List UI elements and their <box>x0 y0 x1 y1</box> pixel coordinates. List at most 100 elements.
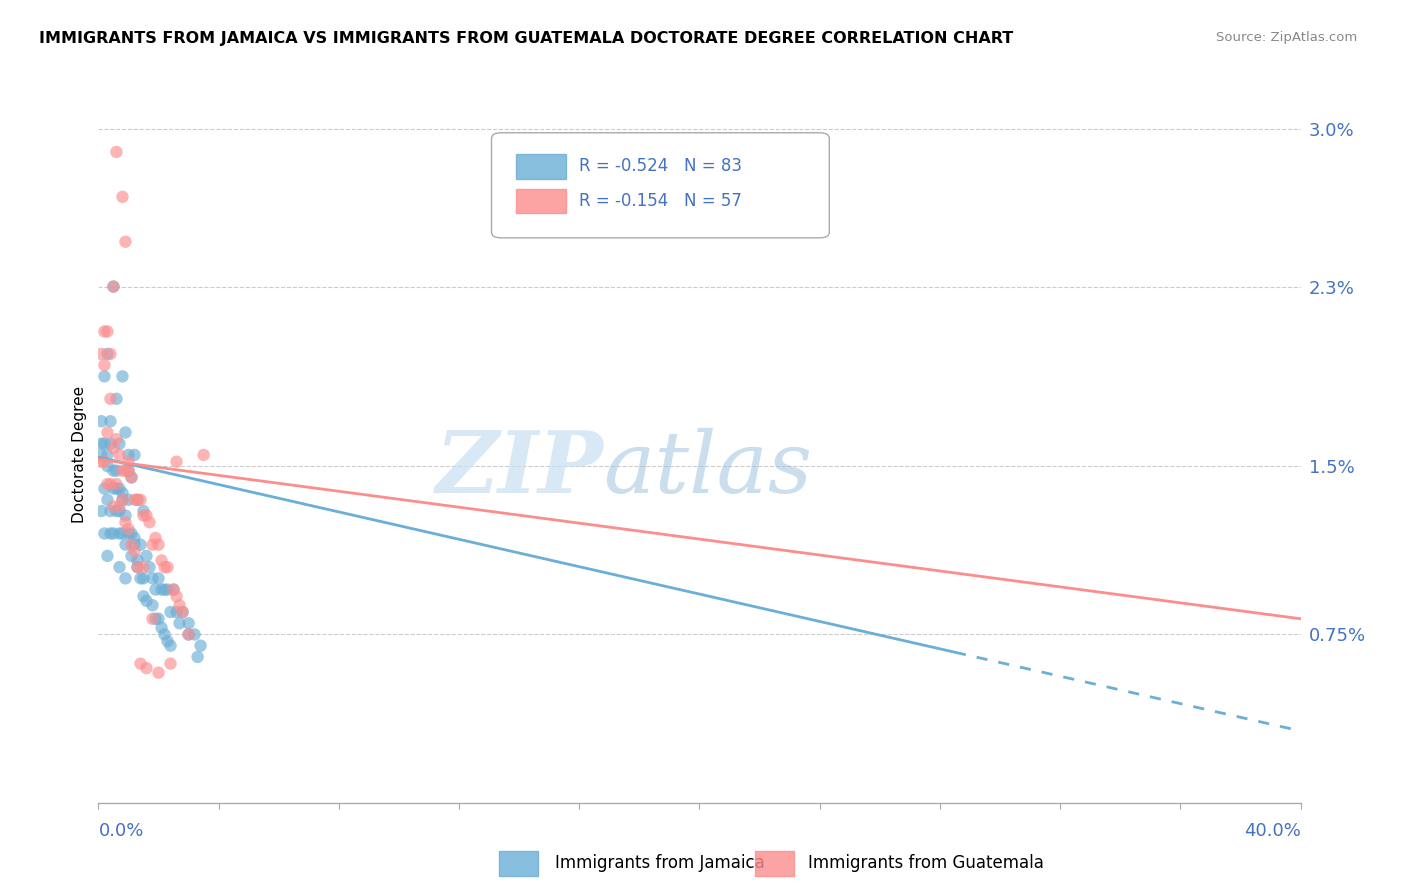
Point <box>150 621 173 635</box>
Point <box>105 477 128 491</box>
Point <box>132 504 155 518</box>
Point <box>132 590 155 604</box>
Point <box>117 492 139 507</box>
Point <box>103 526 125 541</box>
Point <box>111 190 134 204</box>
Point <box>100 436 122 450</box>
Point <box>100 526 122 541</box>
Point <box>117 455 139 469</box>
Text: atlas: atlas <box>603 427 813 510</box>
Point <box>96 425 118 440</box>
Point <box>187 649 209 664</box>
Point <box>169 599 191 613</box>
Point <box>111 526 134 541</box>
Point <box>124 531 146 545</box>
Point <box>100 392 122 406</box>
Text: Source: ZipAtlas.com: Source: ZipAtlas.com <box>1216 31 1357 45</box>
Y-axis label: Doctorate Degree: Doctorate Degree <box>72 386 87 524</box>
Point <box>96 325 118 339</box>
Point <box>127 492 149 507</box>
Point <box>159 605 181 619</box>
Text: 0.0%: 0.0% <box>98 822 143 840</box>
Point <box>138 515 160 529</box>
Point <box>132 508 155 523</box>
Point <box>108 436 131 450</box>
Point <box>114 508 136 523</box>
Point <box>183 627 205 641</box>
Point <box>153 582 176 597</box>
Point <box>121 470 143 484</box>
Point <box>100 414 122 428</box>
Point <box>148 538 170 552</box>
Point <box>114 515 136 529</box>
Point <box>90 414 112 428</box>
Point <box>90 347 112 361</box>
Point <box>141 612 163 626</box>
Point <box>121 549 143 563</box>
Point <box>90 436 112 450</box>
Point <box>114 464 136 478</box>
Point <box>114 571 136 585</box>
Point <box>121 538 143 552</box>
Point <box>117 526 139 541</box>
Point <box>177 627 200 641</box>
Point <box>129 657 152 671</box>
Point <box>141 571 163 585</box>
Point <box>166 455 188 469</box>
Text: ZIP: ZIP <box>436 427 603 510</box>
Point <box>117 448 139 462</box>
Point <box>162 582 184 597</box>
Point <box>111 464 134 478</box>
Point <box>177 627 200 641</box>
Point <box>153 627 176 641</box>
Point <box>162 582 184 597</box>
Point <box>127 560 149 574</box>
Text: R = -0.524   N = 83: R = -0.524 N = 83 <box>579 157 742 175</box>
Text: Immigrants from Guatemala: Immigrants from Guatemala <box>808 855 1045 872</box>
Point <box>135 661 157 675</box>
Point <box>93 325 115 339</box>
Point <box>177 616 200 631</box>
Point <box>105 504 128 518</box>
Point <box>127 560 149 574</box>
Point <box>138 560 160 574</box>
Point <box>93 526 115 541</box>
Point <box>105 392 128 406</box>
Point <box>96 347 118 361</box>
Point <box>156 582 179 597</box>
Point <box>135 594 157 608</box>
Point <box>96 492 118 507</box>
Point <box>114 235 136 249</box>
Bar <box>516 154 567 178</box>
Point <box>124 492 146 507</box>
Point <box>129 538 152 552</box>
Point <box>145 531 167 545</box>
Point <box>156 560 179 574</box>
Point <box>166 590 188 604</box>
Point <box>150 553 173 567</box>
Point <box>124 538 146 552</box>
Point <box>100 347 122 361</box>
Point <box>105 464 128 478</box>
Point <box>153 560 176 574</box>
FancyBboxPatch shape <box>492 133 830 238</box>
Point <box>108 560 131 574</box>
Point <box>105 145 128 159</box>
Point <box>93 455 115 469</box>
Point <box>190 639 212 653</box>
Point <box>132 560 155 574</box>
Point <box>108 526 131 541</box>
Point <box>193 448 215 462</box>
Point <box>93 369 115 384</box>
Point <box>111 486 134 500</box>
Point <box>103 500 125 514</box>
Point <box>111 369 134 384</box>
Point <box>108 448 131 462</box>
Point <box>96 448 118 462</box>
Point <box>108 482 131 496</box>
Point <box>105 432 128 446</box>
Point <box>148 612 170 626</box>
Point <box>129 492 152 507</box>
Point <box>117 464 139 478</box>
Point <box>129 571 152 585</box>
